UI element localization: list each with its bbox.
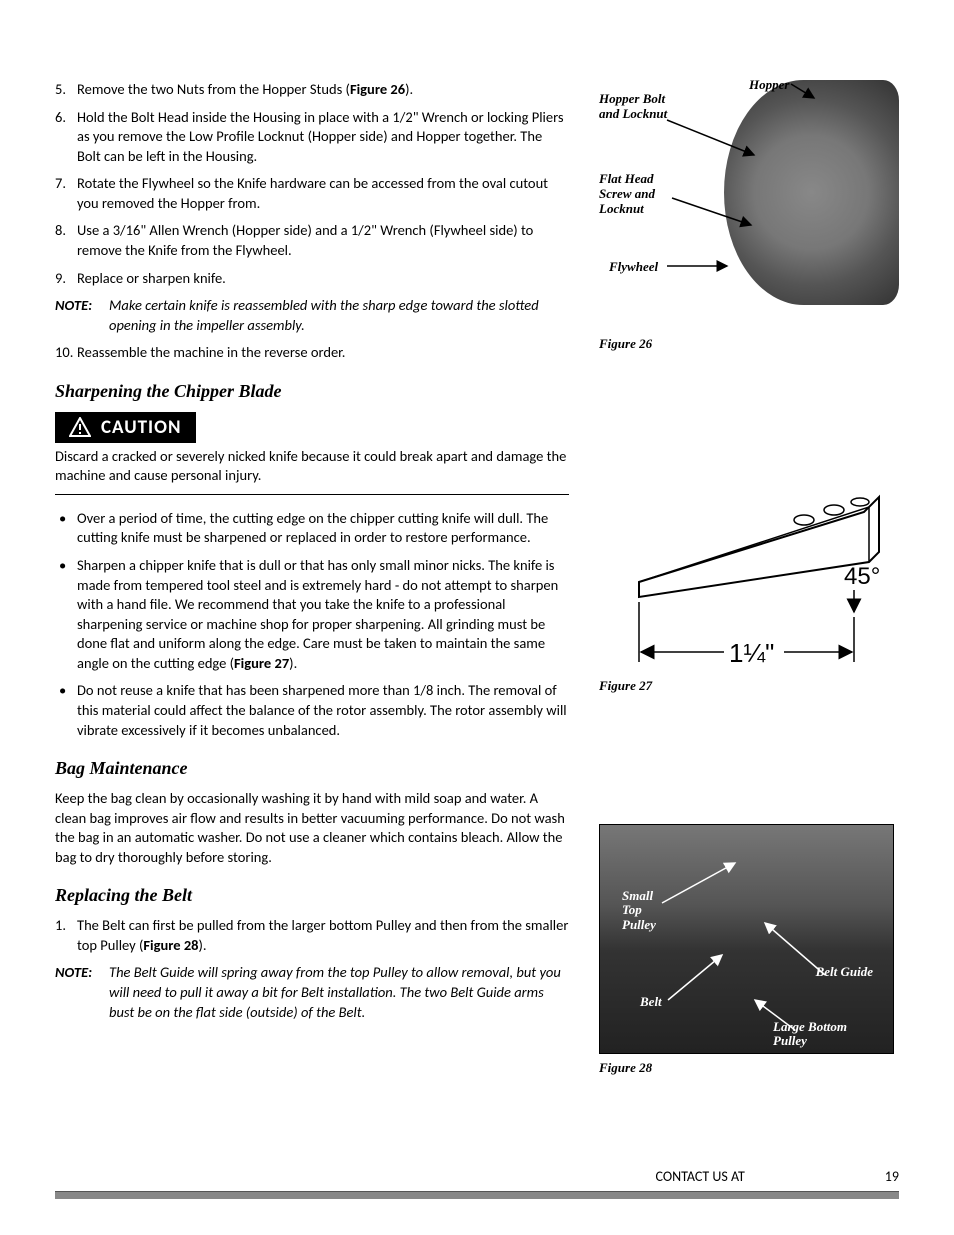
figures-column: Hopper Hopper Bolt and Locknut Flat Head… [599, 80, 899, 1076]
fig26-flywheel-label: Flywheel [609, 260, 658, 275]
fig28-guide-label: Belt Guide [816, 965, 873, 979]
bullet-3: •Do not reuse a knife that has been shar… [55, 681, 569, 740]
figure-26: Hopper Hopper Bolt and Locknut Flat Head… [599, 80, 899, 330]
main-content-column: 5.Remove the two Nuts from the Hopper St… [55, 80, 569, 1076]
bag-text: Keep the bag clean by occasionally washi… [55, 789, 569, 867]
bullet-1: •Over a period of time, the cutting edge… [55, 509, 569, 548]
page-number: 19 [885, 1168, 899, 1185]
step-10: 10.Reassemble the machine in the reverse… [55, 343, 569, 363]
fig27-dim: 1¼" [729, 638, 774, 668]
note-1: NOTE: Make certain knife is reassembled … [55, 296, 569, 335]
warning-icon [69, 417, 91, 437]
step-6: 6.Hold the Bolt Head inside the Housing … [55, 108, 569, 167]
step-9: 9.Replace or sharpen knife. [55, 269, 569, 289]
figure-28-caption: Figure 28 [599, 1060, 899, 1076]
footer-contact: CONTACT US AT [655, 1168, 744, 1185]
caution-text: Discard a cracked or severely nicked kni… [55, 447, 569, 495]
step-5: 5.Remove the two Nuts from the Hopper St… [55, 80, 569, 100]
figure-28: Small Top Pulley Belt Belt Guide Large B… [599, 824, 899, 1076]
fig28-large-label: Large Bottom Pulley [773, 1020, 873, 1049]
figure-28-image: Small Top Pulley Belt Belt Guide Large B… [599, 824, 894, 1054]
fig26-bolt-label: Hopper Bolt and Locknut [599, 92, 669, 122]
step-8: 8.Use a 3/16" Allen Wrench (Hopper side)… [55, 221, 569, 260]
caution-label: CAUTION [101, 416, 182, 439]
caution-banner: CAUTION [55, 412, 196, 443]
steps-list-a: 5.Remove the two Nuts from the Hopper St… [55, 80, 569, 288]
figure-26-image [724, 80, 899, 305]
sharpen-bullets: •Over a period of time, the cutting edge… [55, 509, 569, 740]
belt-step-1: 1.The Belt can first be pulled from the … [55, 916, 569, 955]
fig26-hopper-label: Hopper [749, 78, 789, 93]
fig28-arrows [600, 825, 893, 1053]
fig26-screw-label: Flat Head Screw and Locknut [599, 172, 674, 217]
heading-sharpening: Sharpening the Chipper Blade [55, 381, 569, 402]
footer-bar [55, 1191, 899, 1199]
figure-27: 45° 1¼" Figure 27 [599, 462, 899, 694]
page-footer: CONTACT US AT 19 [55, 1168, 899, 1199]
figure-27-caption: Figure 27 [599, 678, 899, 694]
heading-belt: Replacing the Belt [55, 885, 569, 906]
belt-steps: 1.The Belt can first be pulled from the … [55, 916, 569, 955]
fig28-belt-label: Belt [640, 995, 662, 1009]
note-2: NOTE: The Belt Guide will spring away fr… [55, 963, 569, 1022]
step-10-list: 10.Reassemble the machine in the reverse… [55, 343, 569, 363]
bullet-2: •Sharpen a chipper knife that is dull or… [55, 556, 569, 673]
step-7: 7.Rotate the Flywheel so the Knife hardw… [55, 174, 569, 213]
heading-bag: Bag Maintenance [55, 758, 569, 779]
figure-26-caption: Figure 26 [599, 336, 899, 352]
figure-27-diagram: 45° 1¼" [609, 462, 889, 672]
fig28-small-label: Small Top Pulley [622, 889, 672, 932]
fig27-angle: 45° [844, 563, 880, 590]
